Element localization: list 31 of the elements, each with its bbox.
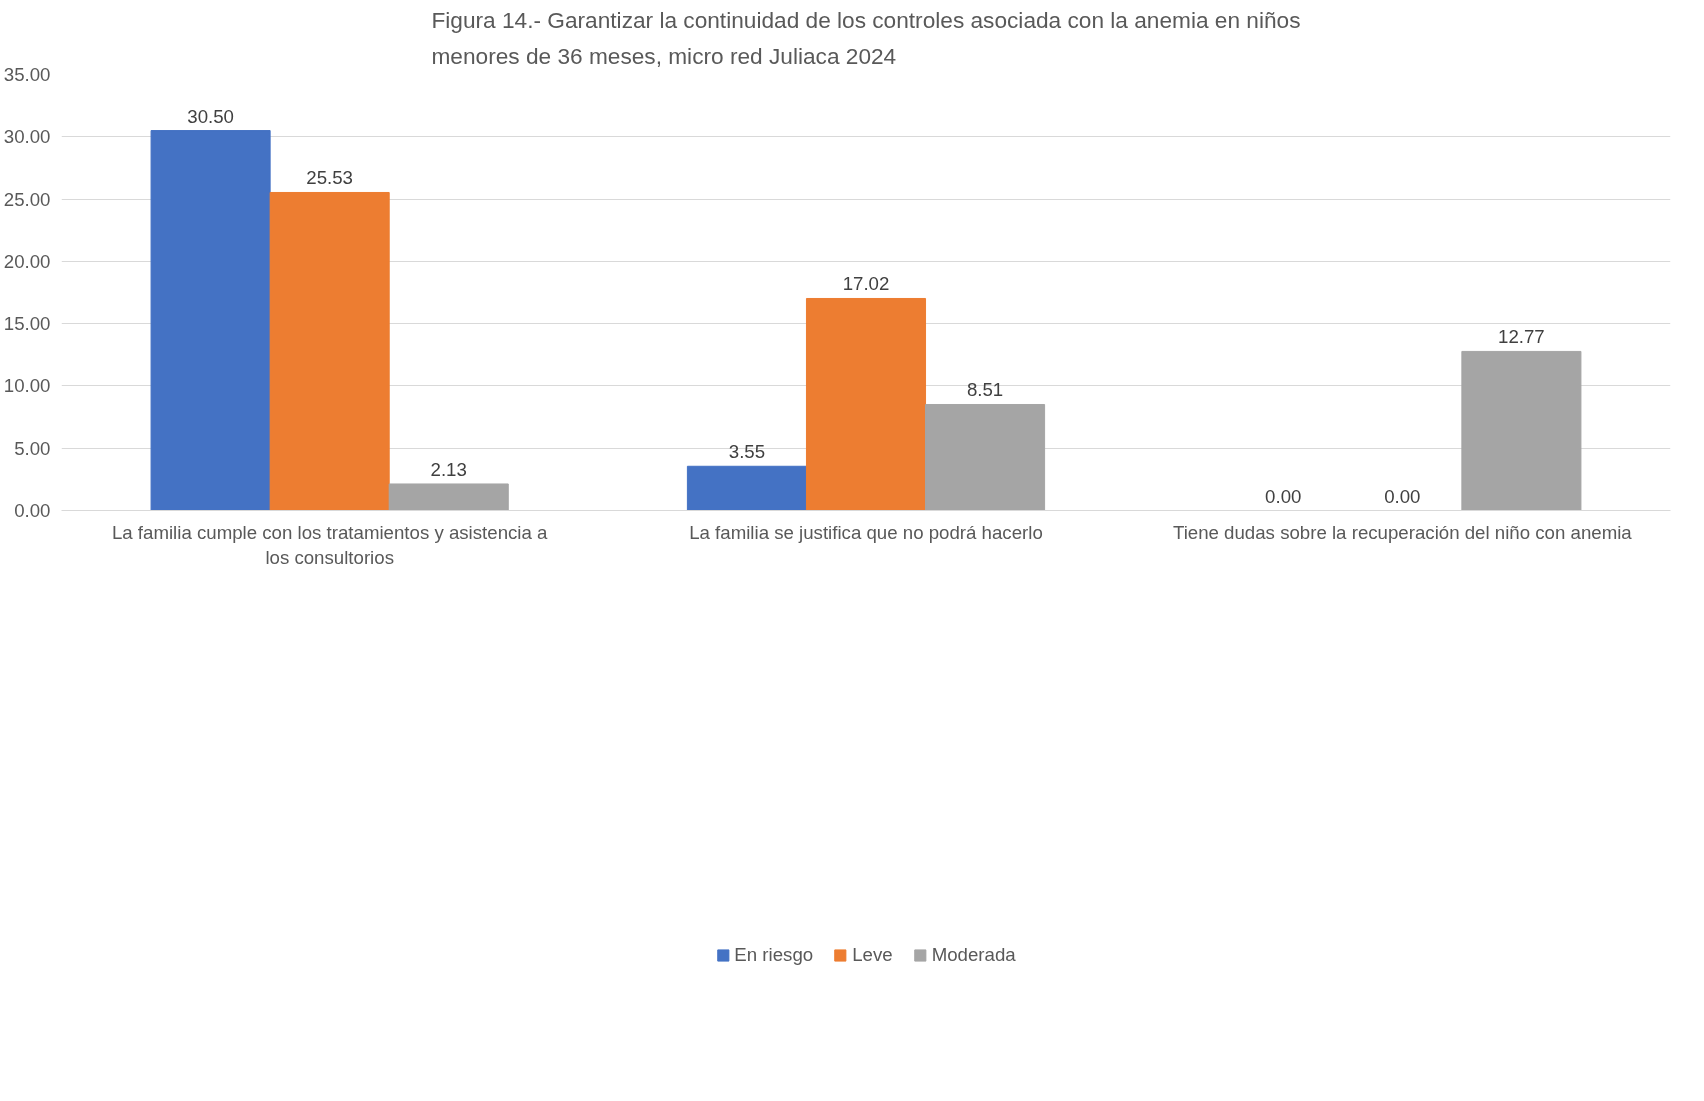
data-label: 0.00	[1384, 485, 1421, 507]
legend-label: En riesgo	[734, 943, 814, 966]
y-tick-label: 35.00	[3, 64, 51, 85]
bar	[388, 483, 509, 511]
data-label: 3.55	[728, 441, 766, 463]
x-tick-label: La familia cumple con los tratamientos y asistencia a los consultorios	[111, 521, 549, 568]
y-tick-label: 20.00	[3, 250, 51, 272]
data-label: 2.13	[430, 458, 467, 480]
y-tick-label: 25.00	[3, 188, 51, 210]
bar	[269, 191, 390, 511]
bar	[1461, 350, 1582, 511]
x-tick-label: La familia se justifica que no podrá hacerlo	[689, 521, 1043, 543]
data-label: 12.77	[1498, 326, 1545, 348]
bar	[925, 403, 1046, 511]
data-label: 17.02	[842, 273, 890, 295]
legend-label: Moderada	[931, 943, 1016, 966]
data-label: 30.50	[187, 105, 234, 127]
bar	[686, 465, 807, 511]
y-tick-label: 10.00	[3, 375, 51, 397]
y-tick-label: 30.00	[3, 126, 51, 148]
x-tick-label: Tiene dudas sobre la recuperación del niño con anemia	[1172, 521, 1633, 543]
bar	[805, 297, 927, 511]
y-tick-label: 5.00	[14, 437, 51, 459]
y-tick-label: 0.00	[14, 500, 51, 521]
data-label: 25.53	[306, 167, 354, 189]
chart-title: Figura 14.- Garantizar la continuidad de los controles asociada con la anemia en niños menores de 36 meses, micro red Juliaca 2024	[431, 7, 1301, 70]
data-label: 8.51	[966, 379, 1004, 401]
y-tick-label: 15.00	[3, 313, 51, 335]
legend-label: Leve	[852, 943, 893, 966]
bar	[150, 130, 271, 511]
data-label: 0.00	[1265, 485, 1302, 507]
